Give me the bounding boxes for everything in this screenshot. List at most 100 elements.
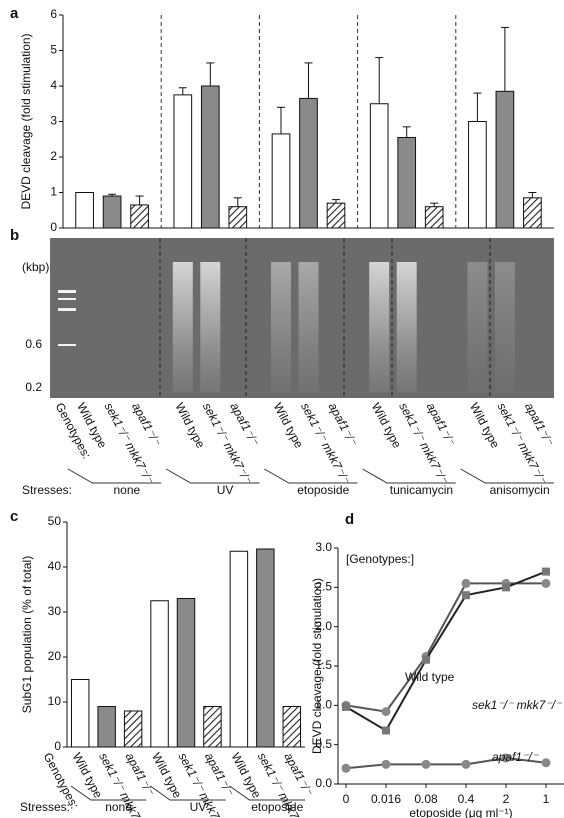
y-tick-label: 2.0 bbox=[315, 619, 332, 633]
bar bbox=[299, 97, 318, 229]
y-tick-label: 0 bbox=[54, 739, 61, 753]
panel-label: d bbox=[345, 511, 354, 528]
bar bbox=[424, 206, 444, 229]
gel-size-label: 0.2 bbox=[25, 380, 42, 394]
bar bbox=[229, 550, 249, 748]
stresses-title: Stresses: bbox=[20, 800, 70, 814]
bar bbox=[150, 600, 169, 748]
stress-label: tunicamycin bbox=[390, 483, 453, 497]
bar bbox=[200, 85, 220, 229]
y-axis-label: SubG1 population (% of total) bbox=[20, 556, 34, 713]
stress-bracket bbox=[165, 468, 260, 484]
point bbox=[462, 591, 470, 600]
y-tick-label: 4 bbox=[50, 78, 57, 92]
series-line bbox=[345, 582, 546, 713]
bar bbox=[203, 706, 222, 748]
bar bbox=[282, 706, 302, 748]
y-tick-label: 2 bbox=[50, 149, 57, 163]
stress-bracket bbox=[229, 785, 305, 801]
point bbox=[501, 753, 511, 763]
bar bbox=[75, 192, 94, 229]
stress-label: anisomycin bbox=[490, 483, 550, 497]
panel-label: b bbox=[10, 227, 19, 244]
dna-smear bbox=[369, 262, 390, 392]
point bbox=[541, 578, 551, 588]
stress-label: UV bbox=[217, 483, 234, 497]
y-tick-label: 5 bbox=[50, 43, 57, 57]
point bbox=[461, 759, 471, 769]
stress-bracket bbox=[70, 785, 147, 801]
stress-bracket bbox=[264, 468, 358, 484]
y-tick-label: 10 bbox=[48, 694, 62, 708]
stress-bracket bbox=[67, 468, 162, 484]
stress-label: none bbox=[113, 483, 140, 497]
point bbox=[422, 655, 430, 664]
bar bbox=[523, 197, 542, 229]
point bbox=[421, 759, 431, 769]
bar bbox=[102, 195, 122, 229]
dna-smear bbox=[271, 262, 292, 392]
x-tick-label: 1 bbox=[543, 792, 550, 806]
y-tick-label: 2.5 bbox=[315, 580, 332, 594]
y-tick-label: 50 bbox=[48, 514, 62, 528]
series-line bbox=[345, 757, 547, 770]
stress-label: UV bbox=[190, 800, 207, 814]
annotation: [Genotypes:] bbox=[346, 552, 414, 566]
y-tick-label: 40 bbox=[48, 559, 62, 573]
bar bbox=[70, 679, 90, 748]
stress-label: etoposide bbox=[251, 800, 303, 814]
dna-smear bbox=[494, 262, 515, 392]
bar bbox=[271, 133, 291, 229]
gel-size-label: 0.6 bbox=[25, 337, 42, 351]
x-tick-label: 2 bbox=[503, 792, 510, 806]
point bbox=[382, 726, 390, 735]
bar bbox=[97, 706, 116, 748]
y-tick-label: 0.0 bbox=[315, 776, 332, 790]
bar bbox=[369, 103, 389, 229]
point bbox=[381, 707, 391, 717]
stress-bracket bbox=[362, 468, 456, 484]
point bbox=[381, 759, 391, 769]
gel-unit: (kbp) bbox=[22, 260, 49, 274]
x-tick-label: 0.016 bbox=[371, 792, 401, 806]
stress-label: none bbox=[105, 800, 132, 814]
y-tick-label: 3.0 bbox=[315, 540, 332, 554]
series-label: sek1⁻/⁻ mkk7⁻/⁻ bbox=[472, 698, 563, 712]
bar bbox=[397, 136, 417, 229]
series-line bbox=[345, 570, 547, 732]
point bbox=[341, 763, 351, 773]
x-tick-label: 0.4 bbox=[458, 792, 475, 806]
y-tick-label: 3 bbox=[50, 114, 57, 128]
point bbox=[461, 578, 471, 588]
ladder-band bbox=[58, 298, 76, 300]
y-tick-label: 0 bbox=[50, 220, 57, 234]
y-tick-label: 1.0 bbox=[315, 698, 332, 712]
point bbox=[541, 758, 551, 768]
bar bbox=[123, 710, 143, 748]
stress-bracket bbox=[150, 785, 226, 801]
series-label: apaf1⁻/⁻ bbox=[492, 750, 540, 764]
ladder-band bbox=[58, 290, 76, 293]
y-tick-label: 6 bbox=[50, 7, 57, 21]
dna-smear bbox=[298, 262, 319, 392]
dna-smear bbox=[200, 262, 221, 392]
point bbox=[502, 583, 510, 592]
bar bbox=[173, 94, 193, 229]
point bbox=[542, 567, 550, 576]
bar bbox=[256, 548, 275, 748]
y-tick-label: 1.5 bbox=[315, 658, 332, 672]
point bbox=[342, 702, 350, 711]
dna-smear bbox=[467, 262, 488, 392]
y-tick-label: 0.5 bbox=[315, 737, 332, 751]
bar bbox=[228, 206, 248, 229]
stress-label: etoposide bbox=[297, 483, 349, 497]
stress-bracket bbox=[460, 468, 554, 484]
x-tick-label: 0 bbox=[343, 792, 350, 806]
y-tick-label: 1 bbox=[50, 185, 57, 199]
ladder-band bbox=[58, 344, 76, 346]
bar bbox=[468, 121, 487, 229]
stresses-title: Stresses: bbox=[22, 483, 72, 497]
y-axis-label: DEVD cleavage (fold stimulation) bbox=[19, 33, 33, 209]
x-tick-label: 0.08 bbox=[414, 792, 438, 806]
